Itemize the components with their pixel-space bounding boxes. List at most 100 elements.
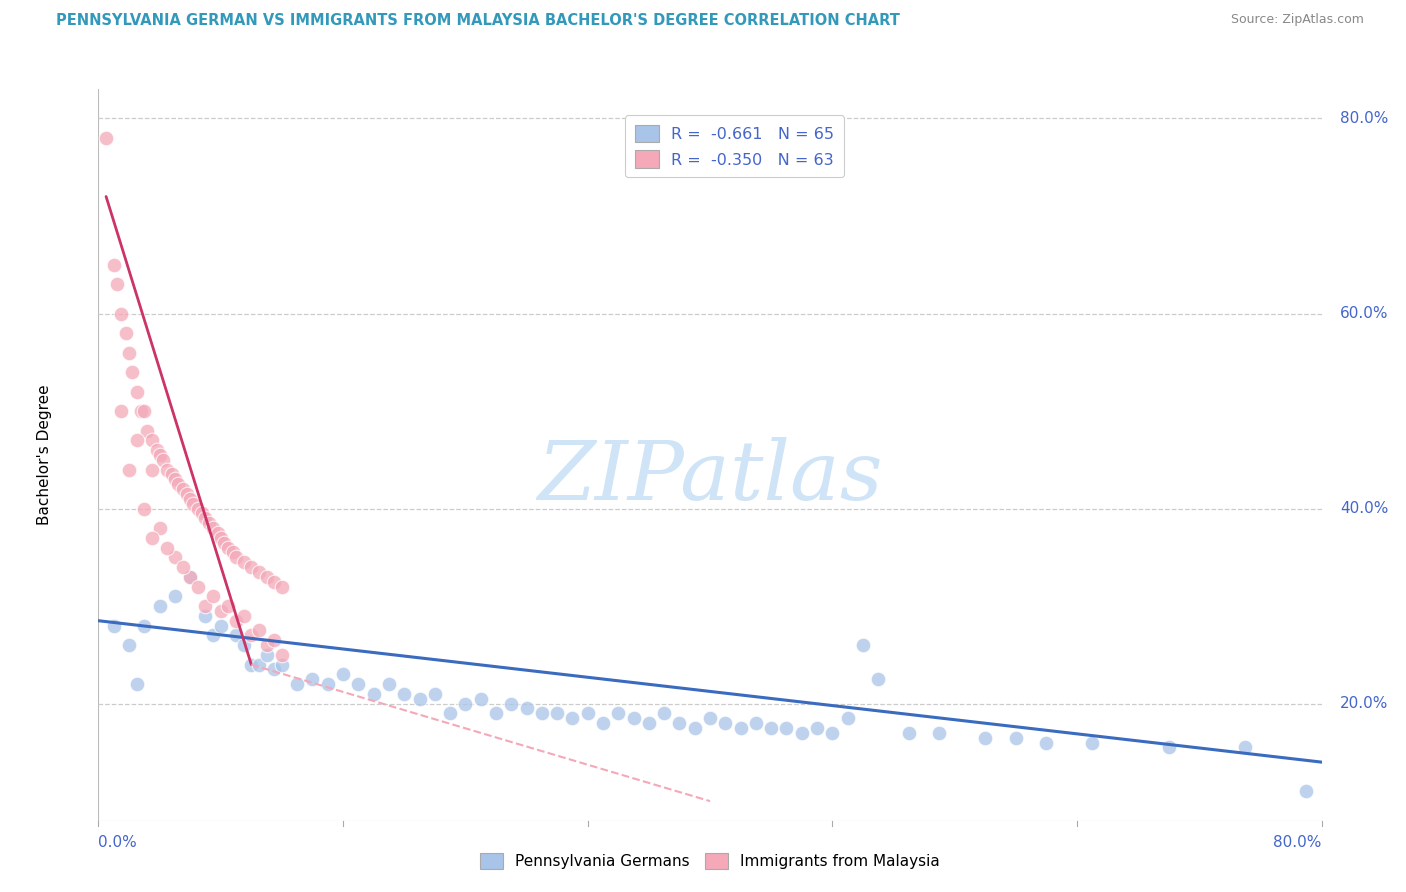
- Text: 60.0%: 60.0%: [1340, 306, 1389, 321]
- Point: [761, 721, 783, 735]
- Point: [530, 706, 553, 721]
- Point: [868, 672, 890, 686]
- Point: [141, 531, 163, 545]
- Point: [363, 687, 385, 701]
- Point: [1234, 740, 1257, 755]
- Text: PENNSYLVANIA GERMAN VS IMMIGRANTS FROM MALAYSIA BACHELOR'S DEGREE CORRELATION CH: PENNSYLVANIA GERMAN VS IMMIGRANTS FROM M…: [56, 13, 900, 29]
- Point: [105, 277, 128, 292]
- Point: [202, 590, 225, 604]
- Point: [118, 638, 141, 652]
- Point: [730, 721, 752, 735]
- Point: [501, 697, 523, 711]
- Point: [134, 618, 156, 632]
- Point: [179, 491, 201, 506]
- Point: [209, 618, 232, 632]
- Point: [149, 599, 172, 613]
- Point: [623, 711, 645, 725]
- Point: [240, 628, 263, 642]
- Point: [129, 404, 152, 418]
- Point: [821, 726, 844, 740]
- Point: [1035, 736, 1057, 750]
- Point: [149, 521, 172, 535]
- Text: 20.0%: 20.0%: [1340, 696, 1388, 711]
- Point: [1081, 736, 1104, 750]
- Point: [439, 706, 461, 721]
- Point: [256, 638, 278, 652]
- Point: [683, 721, 706, 735]
- Point: [121, 365, 143, 379]
- Point: [837, 711, 859, 725]
- Text: ZIPatlas: ZIPatlas: [537, 437, 883, 516]
- Point: [202, 628, 225, 642]
- Point: [974, 731, 997, 745]
- Point: [263, 663, 285, 677]
- Point: [454, 697, 477, 711]
- Point: [163, 472, 186, 486]
- Point: [103, 258, 125, 272]
- Point: [172, 560, 194, 574]
- Point: [714, 716, 737, 731]
- Point: [212, 535, 235, 549]
- Point: [256, 570, 278, 584]
- Point: [194, 608, 217, 623]
- Point: [141, 434, 163, 448]
- Point: [790, 726, 813, 740]
- Point: [263, 574, 285, 589]
- Point: [209, 604, 232, 618]
- Point: [156, 462, 179, 476]
- Point: [470, 691, 492, 706]
- Text: 80.0%: 80.0%: [1340, 111, 1388, 126]
- Point: [607, 706, 630, 721]
- Point: [270, 648, 294, 662]
- Point: [141, 462, 163, 476]
- Point: [1157, 740, 1180, 755]
- Point: [232, 555, 254, 569]
- Point: [1004, 731, 1026, 745]
- Point: [156, 541, 179, 555]
- Point: [668, 716, 690, 731]
- Point: [187, 580, 209, 594]
- Point: [232, 608, 254, 623]
- Point: [217, 541, 239, 555]
- Point: [207, 525, 229, 540]
- Point: [247, 565, 270, 579]
- Point: [118, 345, 141, 359]
- Point: [197, 516, 219, 531]
- Point: [240, 560, 263, 574]
- Point: [699, 711, 721, 725]
- Point: [194, 511, 217, 525]
- Text: Source: ZipAtlas.com: Source: ZipAtlas.com: [1230, 13, 1364, 27]
- Point: [181, 497, 204, 511]
- Point: [301, 672, 323, 686]
- Point: [928, 726, 950, 740]
- Point: [637, 716, 661, 731]
- Point: [263, 633, 285, 648]
- Point: [225, 628, 247, 642]
- Point: [897, 726, 920, 740]
- Point: [392, 687, 416, 701]
- Point: [115, 326, 138, 340]
- Point: [209, 531, 232, 545]
- Point: [775, 721, 797, 735]
- Point: [152, 452, 174, 467]
- Point: [347, 677, 370, 691]
- Point: [179, 570, 201, 584]
- Point: [125, 434, 148, 448]
- Point: [852, 638, 875, 652]
- Point: [378, 677, 401, 691]
- Point: [592, 716, 614, 731]
- Point: [546, 706, 568, 721]
- Point: [316, 677, 339, 691]
- Point: [576, 706, 599, 721]
- Point: [136, 424, 159, 438]
- Point: [285, 677, 308, 691]
- Point: [256, 648, 278, 662]
- Point: [134, 404, 156, 418]
- Point: [240, 657, 263, 672]
- Point: [110, 306, 132, 320]
- Point: [270, 657, 294, 672]
- Point: [247, 657, 270, 672]
- Point: [408, 691, 430, 706]
- Point: [160, 467, 183, 482]
- Point: [191, 507, 214, 521]
